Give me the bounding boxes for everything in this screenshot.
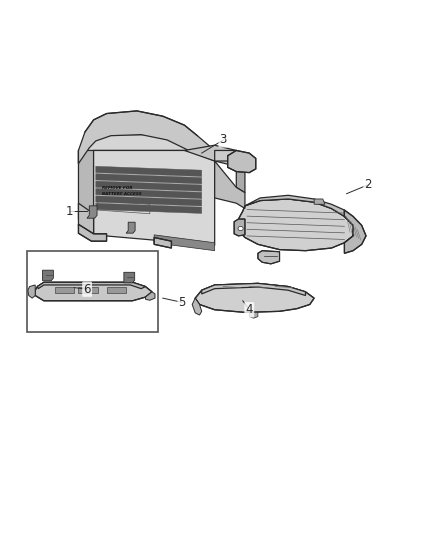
Polygon shape [78, 287, 98, 293]
Polygon shape [96, 196, 202, 206]
Polygon shape [37, 282, 145, 289]
Polygon shape [314, 199, 325, 204]
Polygon shape [106, 287, 126, 293]
Polygon shape [124, 272, 134, 283]
Polygon shape [215, 150, 245, 166]
Polygon shape [215, 161, 245, 208]
Text: REMOVE FOR: REMOVE FOR [102, 187, 133, 190]
Polygon shape [184, 145, 245, 172]
Ellipse shape [238, 227, 243, 231]
Polygon shape [258, 251, 279, 264]
Polygon shape [87, 206, 97, 218]
Polygon shape [236, 150, 245, 192]
Polygon shape [42, 270, 53, 281]
Polygon shape [154, 235, 215, 251]
Polygon shape [96, 203, 202, 213]
Polygon shape [78, 111, 215, 164]
Polygon shape [234, 219, 245, 236]
Polygon shape [96, 189, 202, 199]
Polygon shape [192, 298, 202, 315]
Polygon shape [96, 181, 202, 191]
Text: 2: 2 [364, 178, 372, 191]
Text: 1: 1 [66, 205, 74, 217]
Polygon shape [145, 292, 155, 300]
Polygon shape [202, 284, 305, 295]
Text: 3: 3 [219, 133, 227, 147]
Polygon shape [55, 287, 74, 293]
Text: BATTERY ACCESS: BATTERY ACCESS [102, 192, 142, 196]
Polygon shape [238, 199, 353, 251]
Polygon shape [94, 150, 215, 245]
Polygon shape [78, 150, 94, 235]
Polygon shape [96, 166, 202, 176]
Polygon shape [228, 150, 256, 173]
Polygon shape [126, 222, 135, 233]
Polygon shape [35, 282, 152, 301]
Polygon shape [78, 224, 106, 241]
Polygon shape [78, 203, 94, 235]
Text: 6: 6 [83, 282, 91, 296]
Polygon shape [344, 210, 366, 253]
Text: 5: 5 [179, 296, 186, 309]
Bar [27, 251, 159, 333]
Polygon shape [245, 195, 344, 216]
Polygon shape [96, 174, 202, 184]
Polygon shape [28, 285, 35, 298]
Polygon shape [78, 135, 215, 164]
Polygon shape [249, 312, 258, 318]
Polygon shape [195, 284, 314, 312]
Polygon shape [154, 238, 171, 248]
Text: 4: 4 [246, 303, 253, 316]
